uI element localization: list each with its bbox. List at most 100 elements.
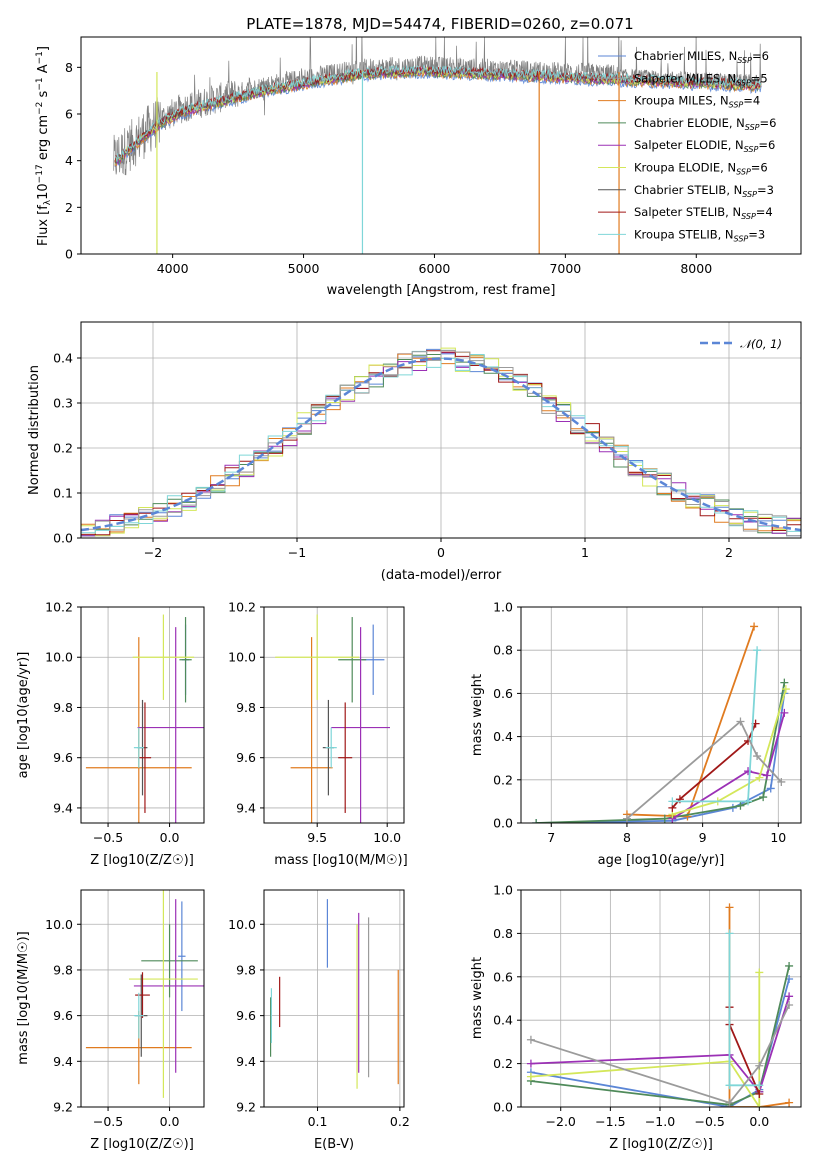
legend-sub: SSP [736,78,751,87]
weight-vs-age-ytick-label: 0.2 [493,772,513,787]
weight-marker [762,771,771,780]
legend-sub: SSP [745,123,760,132]
mass-vs-Z-xtick-label: 0.0 [160,1114,180,1129]
legend-label: Chabrier ELODIE, NSSP=6 [634,116,776,132]
mass-vs-EBV-frame [263,889,405,1108]
weight-marker [622,814,631,823]
residuals-ytick-label: 0.0 [53,531,73,546]
weight-vs-age-frame [520,606,802,824]
weight-marker [755,1089,764,1098]
legend-value: =4 [756,205,773,219]
weight-vs-Z-panel: −2.0 −1.5 −1.0 −0.5 0.0 0.0 0.2 0.4 0.6 0.8 1.0 Z [… [470,883,802,1152]
weight-marker [683,812,692,821]
age-vs-mass-xtick-label: 9.5 [307,830,327,845]
gaussian-curve [80,357,802,532]
weight-line [671,712,786,820]
weight-marker [755,1103,764,1107]
spectrum-ytick-label: 4 [65,153,73,168]
mass-vs-Z-ytick-label: 9.2 [53,1100,73,1115]
weight-vs-Z-ytick-label: 1.0 [493,883,513,898]
weight-line [626,720,782,820]
residuals-ytick-label: 0.4 [53,351,73,366]
residuals-xtick-label: −1 [288,545,306,560]
age-vs-mass-marks [275,614,390,823]
legend-name: Kroupa MILES, N [634,94,729,108]
residuals-panel: −2 −1 0 1 2 0.0 0.1 0.2 0.3 0.4 (data-model)/err… [27,321,802,583]
age-vs-mass-ytick-label: 10.2 [228,600,256,615]
legend-label: Kroupa ELODIE, NSSP=6 [634,161,768,177]
legend-sub: SSP [744,145,759,154]
weight-marker [759,793,768,802]
mass-vs-EBV-xtick-label: 0.1 [308,1114,328,1129]
legend-sub: SSP [734,234,749,243]
legend-name: Salpeter ELODIE, N [634,138,744,152]
weight-marker [785,961,794,970]
age-vs-Z-ytick-label: 9.8 [53,700,73,715]
residuals-gaussian [80,357,802,532]
legend-name: Salpeter MILES, N [634,71,736,85]
weight-vs-age-xtick-label: 9 [699,830,707,845]
legend-value: =3 [748,227,765,241]
weight-marker [781,685,790,694]
legend-sub: SSP [741,212,756,221]
weight-vs-Z-frame [520,889,802,1108]
mass-vs-EBV-panel: 0.1 0.2 9.2 9.4 9.6 9.8 10.0 E(B-V) [228,889,410,1152]
age-vs-Z-frame [80,606,205,824]
mass-vs-Z-ytick-label: 9.4 [53,1054,73,1069]
weight-vs-Z-xtick-label: 0.0 [749,1114,769,1129]
weight-marker [785,992,794,1001]
age-vs-Z-panel: −0.5 0.0 9.4 9.6 9.8 10.0 10.2 Z [log10(Z/Z☉)] a… [16,600,205,868]
age-vs-Z-ytick-label: 9.4 [53,800,73,815]
spectrum-xticks: 4000 5000 6000 7000 8000 [157,254,712,276]
age-vs-mass-panel: 9.5 10.0 9.4 9.6 9.8 10.0 10.2 mass [log10(M/M☉… [228,600,408,869]
mass-vs-EBV-marks [269,899,399,1089]
mass-vs-Z-ytick-label: 10.0 [45,917,73,932]
legend-name: Kroupa STELIB, N [634,227,734,241]
age-vs-Z-ytick-label: 9.6 [53,750,73,765]
spectrum-xlabel: wavelength [Angstrom, rest frame] [327,283,556,298]
age-vs-mass-xtick-label: 10.0 [373,830,401,845]
mass-vs-EBV-xtick-label: 0.2 [390,1114,410,1129]
weight-marker [753,646,762,655]
age-vs-mass-xlabel: mass [log10(M/M☉)] [274,853,407,868]
weight-marker [755,1081,764,1090]
spectrum-yticks: 0 2 4 6 8 [65,60,81,262]
weight-marker [785,1001,794,1010]
weight-marker [725,1081,734,1090]
legend-name: Chabrier MILES, N [634,49,737,63]
legend-name: Chabrier STELIB, N [634,183,742,197]
weight-marker [725,1098,734,1107]
mass-vs-Z-marks [85,890,204,1098]
weight-marker [780,708,789,717]
gaussian-legend-label: 𝒩(0, 1) [740,337,782,351]
residuals-xtick-label: 1 [581,545,589,560]
legend-label: Kroupa STELIB, NSSP=3 [634,227,765,243]
legend-label: Chabrier STELIB, NSSP=3 [634,183,774,199]
spectrum-ytick-label: 6 [65,107,73,122]
weight-line [530,1004,790,1104]
legend-value: =6 [752,49,769,63]
weight-vs-Z-xtick-label: −1.5 [595,1114,625,1129]
weight-vs-Z-ytick-label: 0.6 [493,969,513,984]
residuals-ytick-label: 0.3 [53,396,73,411]
residual-histogram [80,350,802,538]
weight-vs-Z-marks [526,903,794,1107]
residual-histogram [80,350,802,538]
residuals-xticks: −2 −1 0 1 2 [144,538,733,560]
residuals-yticks: 0.0 0.1 0.2 0.3 0.4 [53,351,81,546]
weight-vs-age-ylabel: mass weight [470,674,485,756]
weight-marker [532,819,541,823]
weight-marker [725,929,734,938]
age-vs-mass-ytick-label: 9.4 [236,800,256,815]
spectrum-xtick-label: 7000 [549,261,581,276]
residuals-ytick-label: 0.1 [53,486,73,501]
weight-vs-age-ytick-label: 0.8 [493,643,513,658]
spectrum-ytick-label: 0 [65,247,73,262]
weight-marker [660,814,669,823]
residuals-ytick-label: 0.2 [53,441,73,456]
spectrum-panel: PLATE=1878, MJD=54474, FIBERID=0260, z=0… [35,15,802,298]
legend-value: =6 [758,138,775,152]
age-vs-mass-frame [263,606,405,824]
weight-line [530,996,790,1094]
